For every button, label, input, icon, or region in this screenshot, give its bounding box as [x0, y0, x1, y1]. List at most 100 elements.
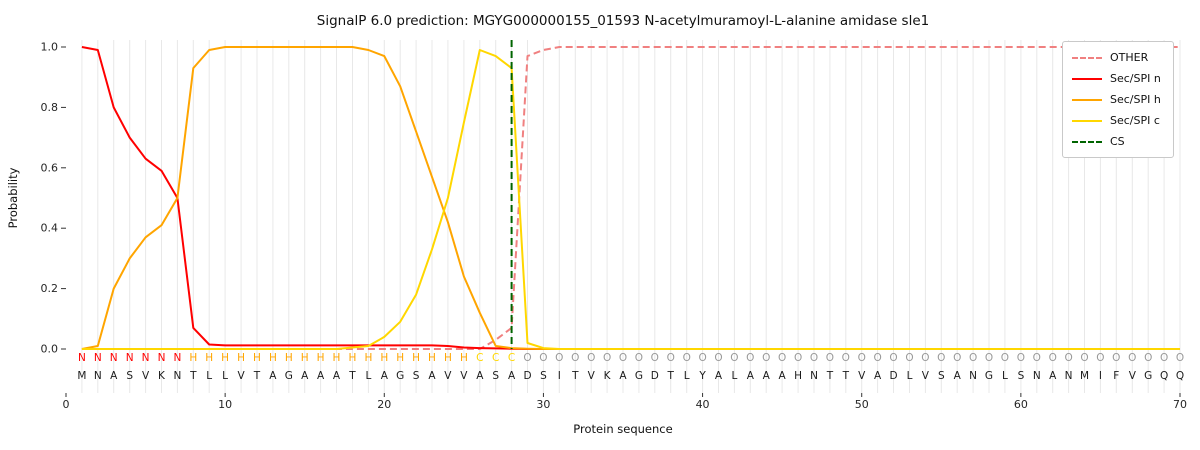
region-letter: H [412, 352, 420, 364]
residue-letter: V [1129, 370, 1137, 382]
region-letter: O [985, 352, 993, 364]
region-letter: O [571, 352, 579, 364]
residue-letter: M [77, 370, 86, 382]
residue-letter: A [874, 370, 882, 382]
region-letter: H [428, 352, 436, 364]
region-letter: O [651, 352, 659, 364]
legend-line-sample [1072, 140, 1102, 143]
region-letter: H [396, 352, 404, 364]
residue-letter: A [763, 370, 771, 382]
region-letter: O [603, 352, 611, 364]
region-letter: N [173, 352, 181, 364]
residue-letter: D [889, 370, 897, 382]
region-letter: O [587, 352, 595, 364]
x-tick-label: 40 [696, 398, 710, 411]
residue-letter: V [142, 370, 150, 382]
region-letter: O [1112, 352, 1120, 364]
residue-letter: V [922, 370, 930, 382]
region-letter: O [683, 352, 691, 364]
region-letter: O [1049, 352, 1057, 364]
series-line-sec-spi-h [81, 46, 1180, 350]
x-axis-label: Protein sequence [573, 422, 672, 436]
residue-letter: S [492, 370, 499, 382]
residue-letter: Y [698, 370, 706, 382]
residue-letter: V [238, 370, 246, 382]
residue-letter: T [571, 370, 579, 382]
x-tick-label: 0 [63, 398, 70, 411]
region-letter: H [205, 352, 213, 364]
residue-letter: G [1144, 370, 1152, 382]
region-letter: O [858, 352, 866, 364]
legend: OTHER Sec/SPI n Sec/SPI h Sec/SPI c CS [1062, 41, 1174, 158]
region-letter: C [476, 352, 483, 364]
residue-letter: V [460, 370, 468, 382]
residue-letter: A [301, 370, 309, 382]
x-tick-label: 60 [1014, 398, 1028, 411]
region-letter: O [778, 352, 786, 364]
gridlines [81, 40, 1181, 393]
legend-item-sec-spi-n: Sec/SPI n [1072, 72, 1161, 85]
y-axis-label: Probability [6, 167, 20, 228]
residue-letter: A [269, 370, 277, 382]
residue-letter: N [969, 370, 977, 382]
region-letter: O [842, 352, 850, 364]
residue-letter: L [684, 370, 690, 382]
residue-letter: K [604, 370, 612, 382]
region-letter: O [1096, 352, 1104, 364]
residue-letter: T [348, 370, 356, 382]
residue-letter: G [985, 370, 993, 382]
region-letter: C [508, 352, 515, 364]
legend-item-cs: CS [1072, 135, 1161, 148]
y-tick-label: 0.0 [41, 343, 59, 356]
residue-letter: N [1033, 370, 1041, 382]
region-letter: O [619, 352, 627, 364]
series-line-other [81, 46, 1180, 350]
region-letter: O [1128, 352, 1136, 364]
x-tick-label: 50 [855, 398, 869, 411]
residue-letter: A [428, 370, 436, 382]
residue-letter: T [842, 370, 850, 382]
residue-letter: G [635, 370, 643, 382]
region-letter: O [746, 352, 754, 364]
y-tick-label: 0.2 [41, 282, 59, 295]
region-letter: O [905, 352, 913, 364]
region-letter: O [1064, 352, 1072, 364]
residue-letter: S [413, 370, 420, 382]
legend-label: Sec/SPI h [1110, 93, 1161, 106]
residue-letter: I [558, 370, 561, 382]
residue-letter: G [285, 370, 293, 382]
region-letter: O [889, 352, 897, 364]
region-letter: O [969, 352, 977, 364]
residue-letter: T [826, 370, 834, 382]
region-letter: H [349, 352, 357, 364]
region-letter: O [1144, 352, 1152, 364]
residue-letter: N [810, 370, 818, 382]
region-letter: H [221, 352, 229, 364]
region-letter: N [110, 352, 118, 364]
region-letter: H [364, 352, 372, 364]
residue-letter: N [173, 370, 181, 382]
region-letter: O [1160, 352, 1168, 364]
region-letter: O [937, 352, 945, 364]
residue-letter: A [110, 370, 118, 382]
region-letter: O [826, 352, 834, 364]
region-letter: H [237, 352, 245, 364]
x-tick-label: 10 [218, 398, 232, 411]
y-tick-label: 1.0 [41, 41, 59, 54]
x-tick-label: 70 [1173, 398, 1187, 411]
region-letter: O [539, 352, 547, 364]
region-letter: N [142, 352, 150, 364]
region-letter: O [698, 352, 706, 364]
region-letter: H [380, 352, 388, 364]
y-tick-label: 0.8 [41, 101, 59, 114]
legend-label: OTHER [1110, 51, 1149, 64]
region-letter: O [635, 352, 643, 364]
residue-letter: A [1049, 370, 1057, 382]
region-letter: H [269, 352, 277, 364]
region-letter: C [492, 352, 499, 364]
region-letter: N [78, 352, 86, 364]
region-letter: O [810, 352, 818, 364]
